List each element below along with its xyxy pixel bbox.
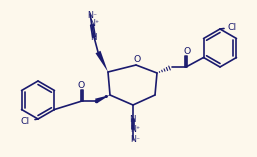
Text: •: • [103, 92, 109, 102]
Text: N: N [90, 33, 96, 43]
Text: O: O [77, 81, 85, 90]
Text: N⁺: N⁺ [130, 125, 140, 133]
Text: O: O [133, 56, 141, 65]
Polygon shape [95, 95, 110, 103]
Text: N⁺: N⁺ [89, 19, 99, 29]
Text: N: N [129, 116, 135, 125]
Text: O: O [183, 48, 191, 57]
Polygon shape [96, 51, 108, 72]
Text: N⁻: N⁻ [130, 135, 140, 143]
Text: N⁻: N⁻ [87, 11, 97, 19]
Text: Cl: Cl [21, 117, 30, 127]
Text: Cl: Cl [227, 22, 236, 32]
